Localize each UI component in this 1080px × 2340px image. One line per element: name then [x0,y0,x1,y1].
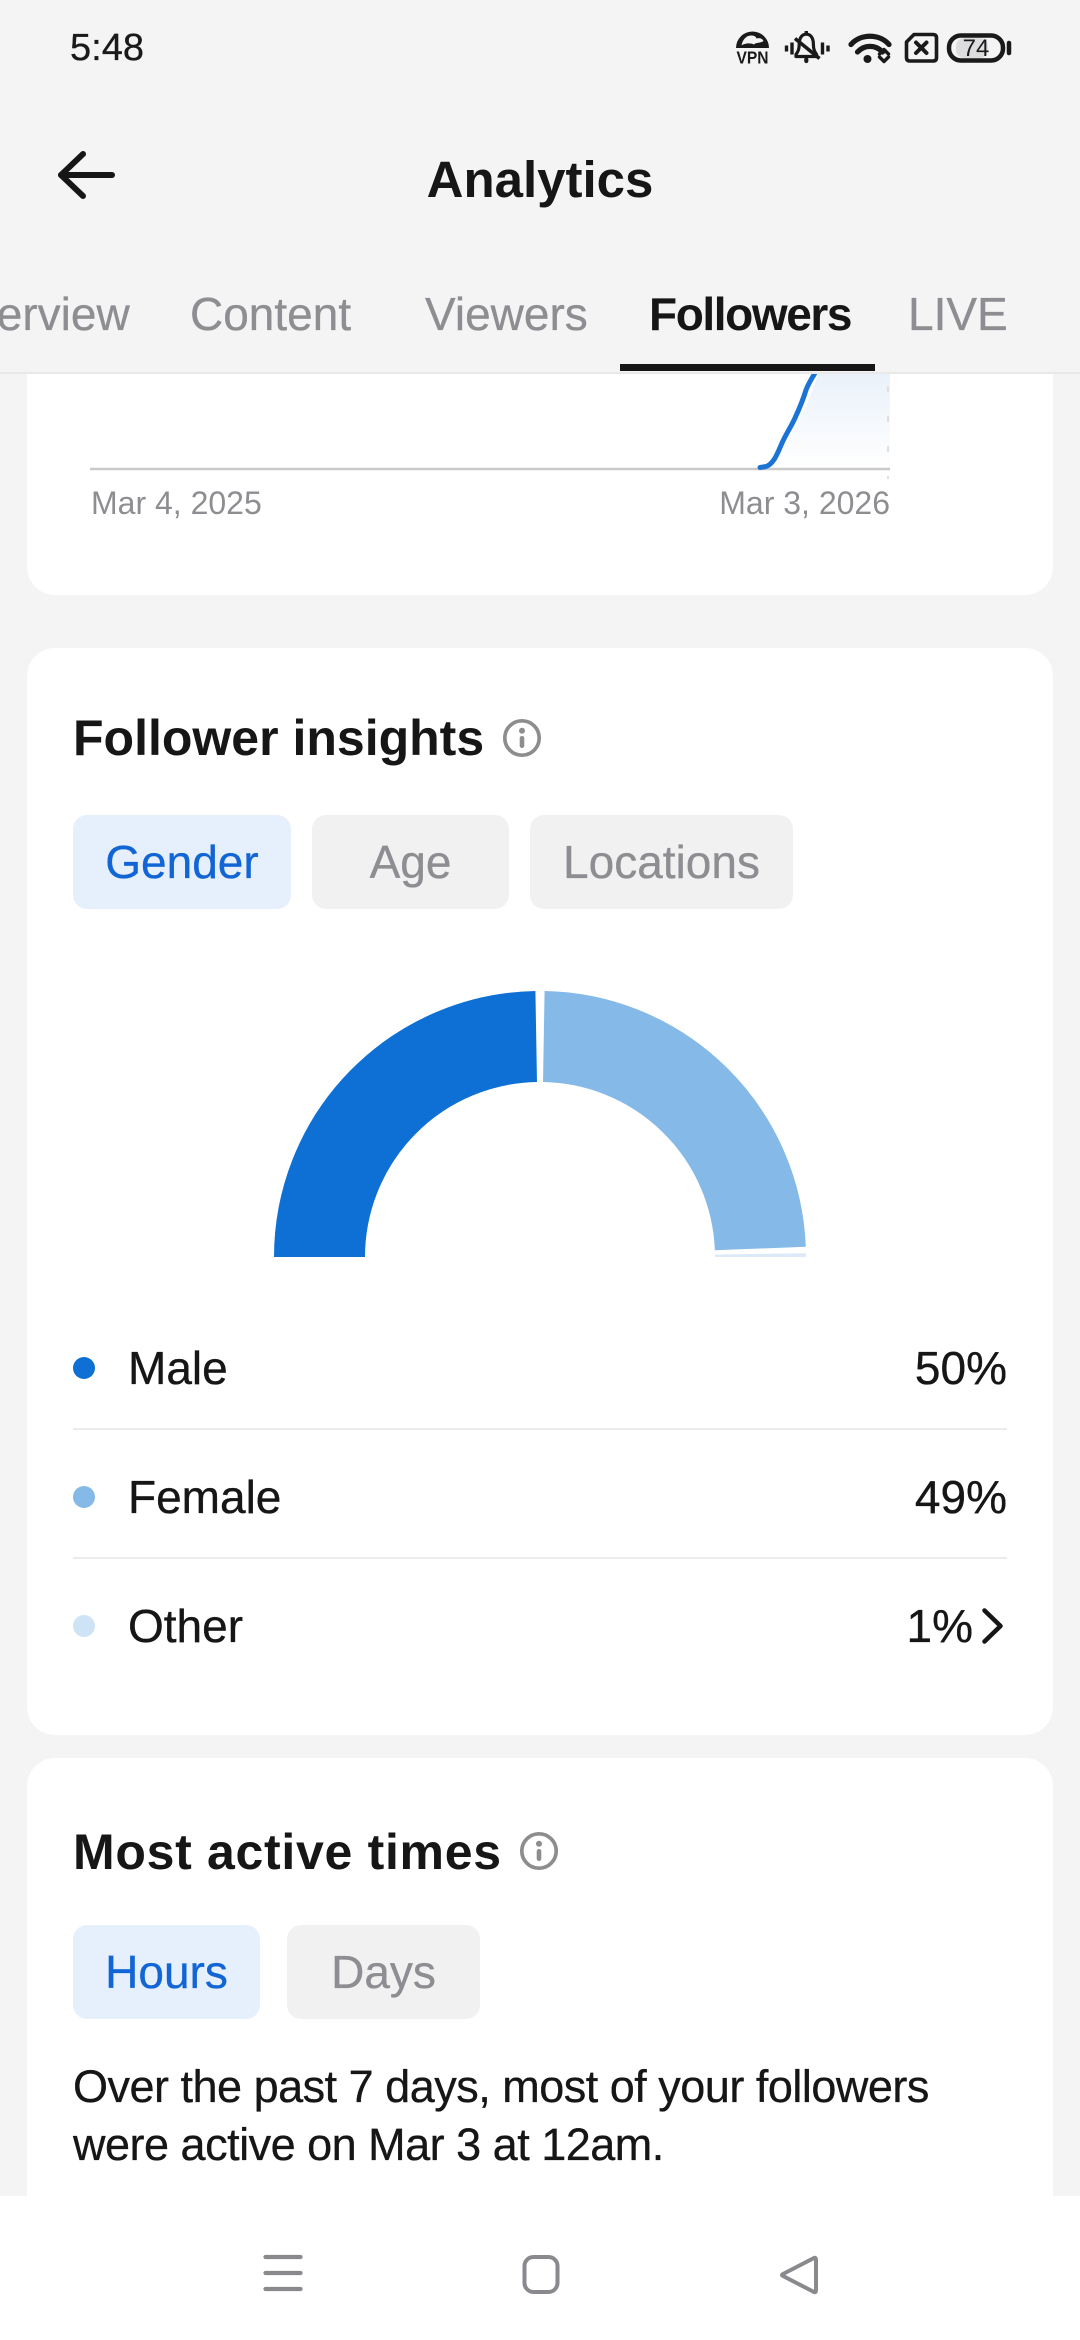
svg-text:VPN: VPN [737,48,769,68]
svg-text:74: 74 [963,35,990,62]
